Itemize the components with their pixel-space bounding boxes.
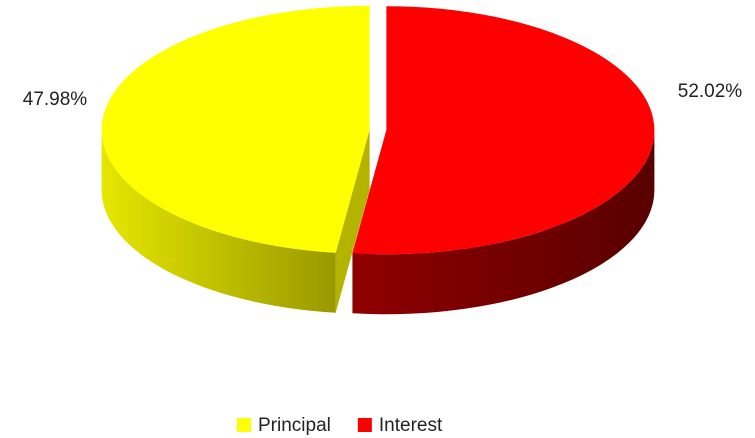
data-label: 52.02% <box>678 81 743 102</box>
data-label: 47.98% <box>23 89 88 110</box>
legend-swatch <box>237 418 251 432</box>
legend-label: Interest <box>379 415 443 436</box>
slice-cut-face <box>335 129 370 313</box>
legend-swatch <box>357 418 372 432</box>
pie-slice <box>101 5 370 253</box>
pie-slice <box>352 6 655 255</box>
slice-side <box>101 129 336 313</box>
slice-side <box>352 130 655 315</box>
legend-label: Principal <box>258 415 331 436</box>
